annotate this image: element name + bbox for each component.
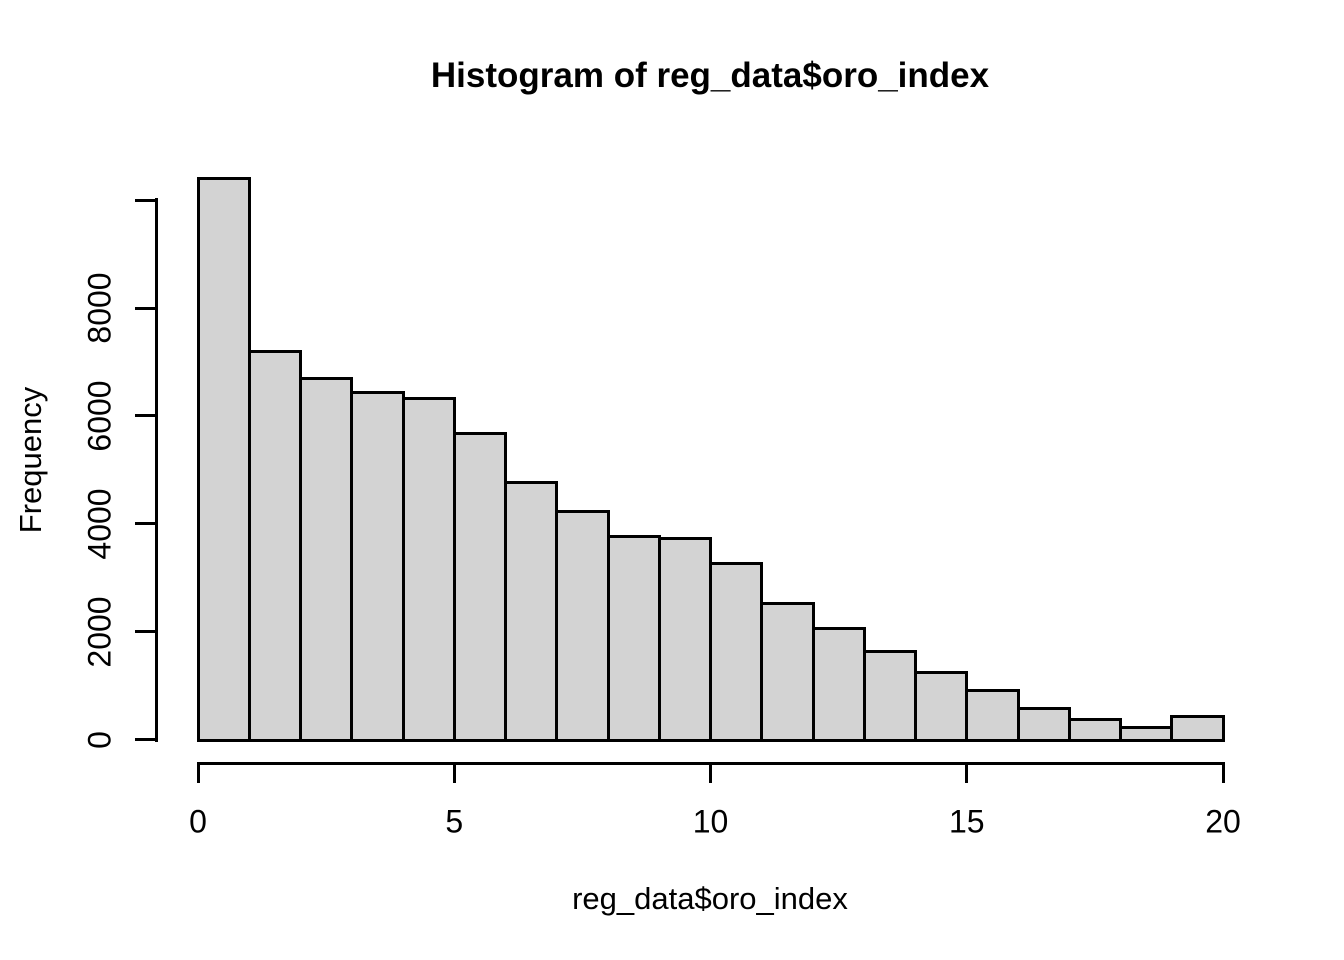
y-axis-tick <box>135 522 158 526</box>
histogram-bar <box>811 627 866 742</box>
histogram-bar <box>657 537 712 742</box>
histogram-bar <box>709 561 764 742</box>
histogram-bar <box>299 376 354 742</box>
histogram-bar <box>1067 717 1122 742</box>
histogram-bar <box>196 177 251 742</box>
histogram-bar <box>452 432 507 742</box>
histogram-bar <box>606 535 661 742</box>
histogram-bar <box>247 349 302 742</box>
y-axis-tick <box>135 738 158 741</box>
y-axis-tick <box>135 198 158 202</box>
y-axis-title: Frequency <box>13 386 48 534</box>
histogram-bar <box>760 601 815 742</box>
y-axis-tick-label: 4000 <box>81 488 118 560</box>
histogram-bar <box>555 510 610 742</box>
y-axis-tick-label: 0 <box>81 730 118 749</box>
x-axis-tick-label: 0 <box>189 803 207 840</box>
histogram-bar <box>350 391 405 742</box>
x-axis-tick <box>709 762 712 783</box>
x-axis-tick-label: 15 <box>948 803 985 840</box>
x-axis-tick-label: 10 <box>692 803 729 840</box>
y-axis-tick-label: 6000 <box>81 380 118 452</box>
histogram-bar <box>1119 725 1174 742</box>
histogram-bar <box>965 689 1020 742</box>
histogram-bar <box>914 670 969 742</box>
y-axis-tick <box>135 414 158 418</box>
y-axis-tick-label: 8000 <box>81 272 118 344</box>
y-axis-line <box>155 198 158 742</box>
histogram-bar <box>1016 707 1071 742</box>
y-axis-tick <box>135 630 158 634</box>
x-axis-tick <box>965 762 969 783</box>
histogram-bar <box>862 649 917 742</box>
histogram-bar <box>401 397 456 742</box>
histogram-bar <box>504 481 559 742</box>
x-axis-tick-label: 20 <box>1205 803 1241 840</box>
x-axis-tick-label: 5 <box>445 803 464 840</box>
x-axis-tick <box>196 762 200 783</box>
y-axis-tick-label: 2000 <box>81 596 118 668</box>
y-axis-tick <box>135 306 158 310</box>
x-axis-tick <box>1221 762 1225 783</box>
chart-title: Histogram of reg_data$oro_index <box>430 56 990 95</box>
x-axis-title: reg_data$oro_index <box>572 881 848 916</box>
histogram-bar <box>1170 715 1225 742</box>
x-axis-tick <box>452 762 456 783</box>
